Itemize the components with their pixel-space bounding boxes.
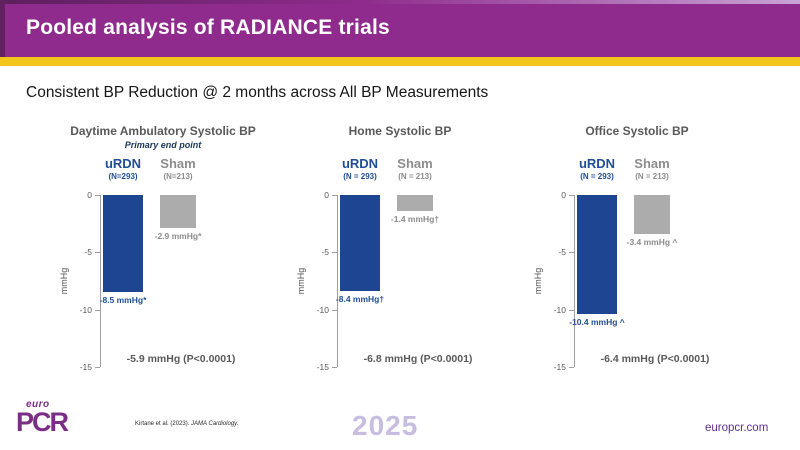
charts-row: Daytime Ambulatory Systolic BP Primary en… xyxy=(0,124,800,377)
bar-value-label: -8.5 mmHg* xyxy=(99,295,147,306)
y-axis-label: mmHg xyxy=(59,267,69,295)
y-axis-tick xyxy=(332,367,337,368)
series-name: Sham xyxy=(397,156,433,171)
chart-title: Office Systolic BP xyxy=(585,124,689,138)
citation-authors: Kirtane et al. (2023). xyxy=(135,421,190,427)
y-axis-tick-label: -10 xyxy=(553,304,566,315)
y-axis xyxy=(574,195,575,367)
y-axis-tick-label: -5 xyxy=(321,247,329,258)
bar-urdn xyxy=(103,195,143,293)
series-header: Sham (N = 213) xyxy=(381,156,449,181)
logo-euro-text: euro xyxy=(26,399,50,410)
bar-sham xyxy=(634,195,670,234)
y-axis-tick-label: 0 xyxy=(561,190,566,200)
y-axis-tick xyxy=(95,252,100,254)
y-axis-tick-label: -10 xyxy=(316,304,329,315)
series-n-label: (N = 293) xyxy=(580,171,614,181)
difference-label: -6.8 mmHg (P<0.0001) xyxy=(363,353,473,365)
chart-title: Daytime Ambulatory Systolic BP xyxy=(70,124,256,138)
y-axis-tick-label: -15 xyxy=(79,362,92,372)
difference-label: -5.9 mmHg (P<0.0001) xyxy=(126,353,236,365)
slide-header: Pooled analysis of RADIANCE trials xyxy=(0,0,800,57)
header-top-accent xyxy=(0,0,800,4)
slide-subtitle: Consistent BP Reduction @ 2 months acros… xyxy=(26,84,489,101)
bar-urdn xyxy=(340,195,380,292)
y-axis-tick xyxy=(569,367,574,368)
bar-value-label: -8.4 mmHg† xyxy=(335,294,385,305)
y-axis-tick-label: -15 xyxy=(553,362,566,372)
y-axis-tick xyxy=(569,252,574,254)
bar-chart: Office Systolic BP mmHg 0 -5 -10 -15 uRDN (N = … xyxy=(522,124,752,377)
y-axis-tick-label: -5 xyxy=(558,247,566,258)
series-header: uRDN (N = 293) xyxy=(561,156,633,181)
chart-plot: mmHg 0 -5 -10 -15 uRDN (N=293) -8.5 mmHg* Sham (N… xyxy=(48,155,278,377)
y-axis-tick xyxy=(95,195,100,196)
chart-note: Primary end point xyxy=(124,140,202,150)
y-axis-tick xyxy=(332,252,337,254)
y-axis xyxy=(337,195,338,367)
y-axis-tick xyxy=(95,309,100,311)
logo-pcr-text: PCR xyxy=(16,407,69,437)
slide-title: Pooled analysis of RADIANCE trials xyxy=(26,16,390,39)
series-name: uRDN xyxy=(341,156,379,171)
bar-chart: Daytime Ambulatory Systolic BP Primary en… xyxy=(48,124,278,377)
series-n-label: (N=213) xyxy=(163,171,193,181)
y-axis-tick xyxy=(95,367,100,368)
bar-urdn xyxy=(577,195,617,315)
series-name: uRDN xyxy=(578,156,616,171)
bar-chart: Home Systolic BP mmHg 0 -5 -10 -15 uRDN (N = 29… xyxy=(285,124,515,377)
series-name: Sham xyxy=(160,156,196,171)
series-n-label: (N = 293) xyxy=(343,171,377,181)
y-axis-tick xyxy=(569,195,574,196)
bar-sham xyxy=(160,195,196,229)
series-n-label: (N=293) xyxy=(108,171,138,181)
y-axis xyxy=(100,195,101,367)
y-axis-tick-label: 0 xyxy=(324,190,329,200)
bar-value-label: -2.9 mmHg* xyxy=(154,231,202,242)
series-header: uRDN (N=293) xyxy=(87,156,159,181)
series-name: uRDN xyxy=(104,156,142,171)
citation: Kirtane et al. (2023). JAMA Cardiology. xyxy=(135,421,238,427)
y-axis-tick xyxy=(569,309,574,311)
chart-plot: mmHg 0 -5 -10 -15 uRDN (N = 293) -8.4 mmHg† Sham… xyxy=(285,155,515,377)
series-n-label: (N = 213) xyxy=(635,171,669,181)
header-accent-bar xyxy=(0,57,800,66)
europcr-logo: euro PCR xyxy=(16,399,80,436)
year-watermark: 2025 xyxy=(352,410,419,441)
chart-title: Home Systolic BP xyxy=(348,124,452,138)
y-axis-tick-label: -5 xyxy=(84,247,92,258)
bar-value-label: -3.4 mmHg ^ xyxy=(626,236,678,247)
bar-value-label: -1.4 mmHg† xyxy=(390,214,440,225)
y-axis-tick-label: -10 xyxy=(79,304,92,315)
bar-value-label: -10.4 mmHg ^ xyxy=(569,317,625,328)
y-axis-tick xyxy=(332,195,337,196)
series-name: Sham xyxy=(634,156,670,171)
bar-sham xyxy=(397,195,433,212)
series-header: Sham (N = 213) xyxy=(618,156,686,181)
y-axis-tick-label: -15 xyxy=(316,362,329,372)
chart-note xyxy=(522,140,752,153)
y-axis-label: mmHg xyxy=(533,267,543,295)
y-axis-label: mmHg xyxy=(296,267,306,295)
series-n-label: (N = 213) xyxy=(398,171,432,181)
header-left-accent xyxy=(0,0,5,57)
y-axis-tick xyxy=(332,309,337,311)
series-header: uRDN (N = 293) xyxy=(324,156,396,181)
difference-label: -6.4 mmHg (P<0.0001) xyxy=(600,353,710,365)
website-link[interactable]: europcr.com xyxy=(705,422,769,434)
chart-note xyxy=(285,140,515,153)
y-axis-tick-label: 0 xyxy=(87,190,92,200)
series-header: Sham (N=213) xyxy=(144,156,212,181)
citation-journal: JAMA Cardiology. xyxy=(191,421,239,427)
chart-plot: mmHg 0 -5 -10 -15 uRDN (N = 293) -10.4 mmHg ^ Sh… xyxy=(522,155,752,377)
